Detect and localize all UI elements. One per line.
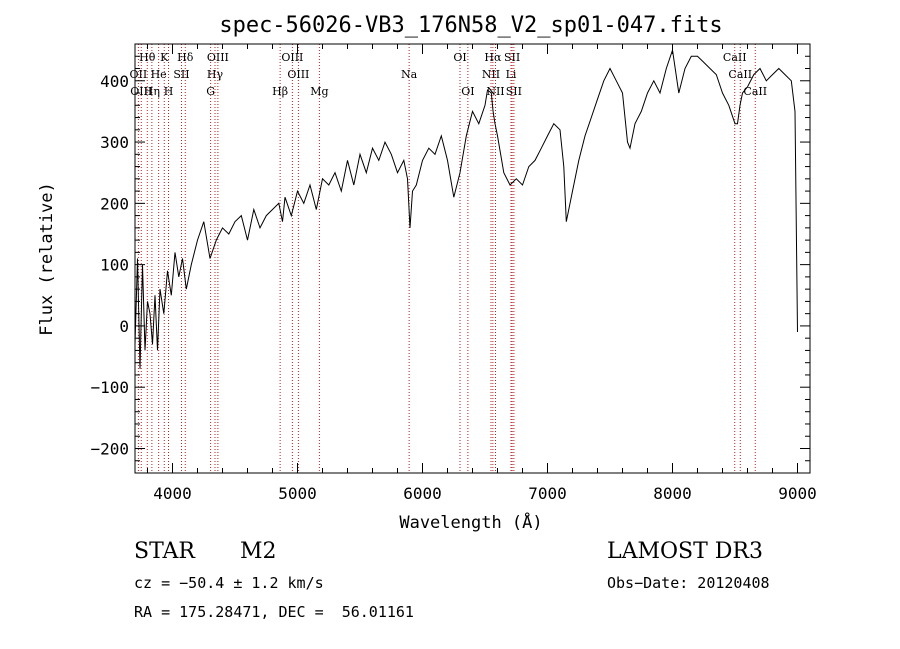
y-tick-label: 300 xyxy=(100,133,129,152)
coordinates: RA = 175.28471, DEC = 56.01161 xyxy=(134,603,414,621)
line-marker-label: Hη xyxy=(144,85,160,98)
y-axis-label: Flux (relative) xyxy=(37,182,57,336)
y-tick-label: 200 xyxy=(100,194,129,213)
line-marker-label: He xyxy=(151,68,167,81)
plot-frame xyxy=(134,43,811,474)
x-tick-label: 8000 xyxy=(653,484,692,503)
y-tick-label: −200 xyxy=(90,439,129,458)
line-marker-label: OI xyxy=(453,51,466,64)
line-marker-label: K xyxy=(160,51,169,64)
x-tick-label: 5000 xyxy=(278,484,317,503)
axis-tick-labels: 4000 5000 6000 7000 8000 9000 −200 −100 0 100 200 3… xyxy=(90,72,816,503)
line-marker-label: Hβ xyxy=(272,85,288,98)
object-class: STAR xyxy=(134,539,195,564)
line-marker-label: CaII xyxy=(728,68,752,81)
line-marker-label: Hδ xyxy=(177,51,194,64)
line-marker-label: H xyxy=(164,85,174,98)
object-subclass: M2 xyxy=(240,539,277,564)
line-marker-label: SII xyxy=(173,68,189,81)
line-marker-label: Na xyxy=(401,68,418,81)
x-tick-label: 9000 xyxy=(778,484,817,503)
line-marker-label: CaII xyxy=(743,85,767,98)
line-marker-label: Mg xyxy=(310,85,328,98)
x-tick-label: 4000 xyxy=(153,484,192,503)
line-marker-label: SII xyxy=(504,51,520,64)
line-marker-label: OIII xyxy=(130,85,152,98)
y-tick-label: −100 xyxy=(90,378,129,397)
y-tick-label: 100 xyxy=(100,256,129,275)
x-tick-label: 7000 xyxy=(528,484,567,503)
line-marker-label: Hγ xyxy=(207,68,224,81)
redshift-text: cz = −50.4 ± 1.2 km/s xyxy=(134,574,324,592)
x-tick-label: 6000 xyxy=(403,484,442,503)
line-marker-label: Hθ xyxy=(139,51,156,64)
line-marker-label: Hα xyxy=(484,51,502,64)
line-marker-label: NII xyxy=(482,68,500,81)
y-tick-label: 400 xyxy=(100,72,129,91)
survey-name: LAMOST DR3 xyxy=(607,539,763,564)
line-marker-label: OI xyxy=(461,85,474,98)
line-marker-label: CaII xyxy=(723,51,747,64)
y-tick-label: 0 xyxy=(119,317,129,336)
chart-title: spec-56026-VB3_176N58_V2_sp01-047.fits xyxy=(219,13,722,38)
line-marker-label: OIII xyxy=(287,68,309,81)
line-marker-label: NII xyxy=(486,85,504,98)
obs-date: Obs−Date: 20120408 xyxy=(607,574,770,592)
line-marker-label: OIII xyxy=(207,51,229,64)
line-marker-label: OII xyxy=(130,68,148,81)
line-markers xyxy=(137,44,756,473)
line-marker-label: OIII xyxy=(281,51,303,64)
line-marker-label: SII xyxy=(506,85,522,98)
spectrum-line xyxy=(134,49,798,369)
line-marker-label: Li xyxy=(506,68,517,81)
axis-ticks xyxy=(135,44,810,473)
line-marker-label: G xyxy=(206,85,215,98)
x-axis-label: Wavelength (Å) xyxy=(399,511,542,533)
